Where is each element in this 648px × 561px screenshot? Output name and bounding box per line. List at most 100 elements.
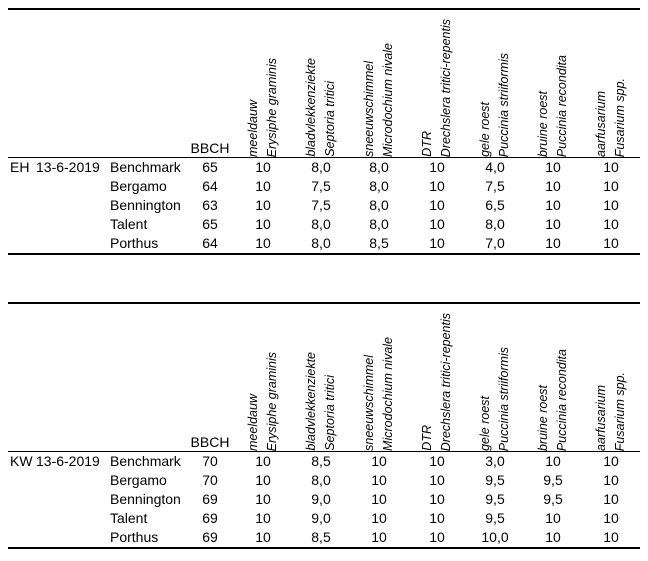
group-cell: KW	[10, 453, 33, 469]
table-row: Bergamo 70 10 8,0 10 10 9,5 9,5 10	[8, 471, 640, 490]
disease-name-latin: Erysiphe graminis	[265, 351, 279, 451]
disease-name-latin: Puccinia recondita	[555, 348, 569, 451]
bbch-value-cell: 69	[202, 510, 218, 526]
value-cell: 8,0	[369, 197, 389, 213]
variety-cell: Talent	[110, 510, 148, 526]
value-cell: 9,5	[543, 491, 563, 507]
bbch-value-cell: 64	[202, 235, 218, 251]
value-cell: 10	[603, 491, 619, 507]
value-cell: 8,0	[369, 216, 389, 232]
value-cell: 8,0	[485, 216, 505, 232]
value-cell: 10	[545, 197, 561, 213]
value-cell: 8,0	[369, 178, 389, 194]
value-cell: 10	[603, 529, 619, 545]
value-cell: 10	[371, 529, 387, 545]
value-cell: 10	[255, 472, 271, 488]
value-cell: 10	[603, 178, 619, 194]
table-row: Porthus 69 10 8,5 10 10 10,0 10 10	[8, 528, 640, 547]
value-cell: 10	[255, 491, 271, 507]
disease-column-header: bladvlekkenziekte Septoria tritici	[292, 352, 350, 451]
bbch-column-header: BBCH	[190, 140, 230, 156]
value-cell: 10	[545, 510, 561, 526]
disease-name-dutch: aarfusarium	[594, 91, 608, 157]
value-cell: 9,5	[485, 510, 505, 526]
disease-column-header: DTR Drechslera tritici-repentis	[408, 313, 466, 451]
disease-column-header: gele roest Puccinia striiformis	[466, 347, 524, 451]
disease-name-latin: Erysiphe graminis	[265, 57, 279, 157]
bbch-value-cell: 65	[202, 159, 218, 175]
disease-name-latin: Puccinia striiformis	[497, 346, 511, 451]
disease-name-latin: Septoria tritici	[323, 81, 337, 157]
date-cell: 13-6-2019	[36, 159, 100, 175]
value-cell: 8,0	[311, 159, 331, 175]
table-row: Porthus 64 10 8,0 8,5 10 7,0 10 10	[8, 234, 640, 253]
table-row: EH 13-6-2019 Benchmark 65 10 8,0 8,0 10 …	[8, 158, 640, 177]
variety-cell: Bennington	[110, 491, 181, 507]
disease-column-header: bladvlekkenziekte Septoria tritici	[292, 58, 350, 157]
value-cell: 9,5	[485, 472, 505, 488]
value-cell: 10	[371, 453, 387, 469]
disease-name-dutch: DTR	[420, 425, 434, 451]
value-cell: 8,5	[369, 235, 389, 251]
value-cell: 10	[255, 216, 271, 232]
value-cell: 9,5	[485, 491, 505, 507]
value-cell: 10,0	[481, 529, 509, 545]
trial-table-kw: BBCH meeldauw Erysiphe graminis bladvlek…	[8, 302, 640, 549]
disease-name-dutch: bruine roest	[536, 90, 550, 157]
variety-cell: Bergamo	[110, 472, 167, 488]
table-header-row: BBCH meeldauw Erysiphe graminis bladvlek…	[8, 10, 640, 158]
disease-name-latin: Puccinia striiformis	[497, 52, 511, 157]
disease-column-header: aarfusarium Fusarium spp.	[582, 372, 640, 451]
value-cell: 10	[429, 178, 445, 194]
bbch-column-header: BBCH	[190, 434, 230, 450]
disease-name-latin: Drechslera tritici-repentis	[439, 18, 453, 157]
disease-name-dutch: DTR	[420, 131, 434, 157]
disease-name-dutch: aarfusarium	[594, 385, 608, 451]
table-row: Bennington 69 10 9,0 10 10 9,5 9,5 10	[8, 490, 640, 509]
bbch-value-cell: 70	[202, 453, 218, 469]
value-cell: 10	[255, 235, 271, 251]
value-cell: 9,0	[311, 491, 331, 507]
value-cell: 10	[603, 510, 619, 526]
disease-column-header: bruine roest Puccinia recondita	[524, 349, 582, 451]
value-cell: 3,0	[485, 453, 505, 469]
value-cell: 7,0	[485, 235, 505, 251]
disease-column-header: gele roest Puccinia striiformis	[466, 53, 524, 157]
table-row: Talent 69 10 9,0 10 10 9,5 10 10	[8, 509, 640, 528]
value-cell: 10	[429, 159, 445, 175]
value-cell: 9,5	[543, 472, 563, 488]
bbch-value-cell: 70	[202, 472, 218, 488]
bbch-value-cell: 69	[202, 491, 218, 507]
value-cell: 10	[255, 453, 271, 469]
disease-column-header: DTR Drechslera tritici-repentis	[408, 19, 466, 157]
value-cell: 10	[603, 197, 619, 213]
disease-name-latin: Fusarium spp.	[613, 77, 627, 157]
value-cell: 10	[545, 178, 561, 194]
sheet: BBCH meeldauw Erysiphe graminis bladvlek…	[8, 8, 640, 549]
value-cell: 10	[603, 472, 619, 488]
value-cell: 7,5	[485, 178, 505, 194]
disease-name-latin: Drechslera tritici-repentis	[439, 312, 453, 451]
value-cell: 10	[255, 197, 271, 213]
disease-column-header: sneeuwschimmel Microdochium nivale	[350, 337, 408, 451]
value-cell: 10	[429, 529, 445, 545]
value-cell: 10	[603, 453, 619, 469]
value-cell: 10	[429, 510, 445, 526]
value-cell: 8,0	[369, 159, 389, 175]
disease-name-latin: Microdochium nivale	[381, 43, 395, 157]
variety-cell: Bergamo	[110, 178, 167, 194]
value-cell: 8,0	[311, 235, 331, 251]
disease-name-dutch: bladvlekkenziekte	[304, 352, 318, 451]
variety-cell: Talent	[110, 216, 148, 232]
value-cell: 10	[545, 216, 561, 232]
value-cell: 4,0	[485, 159, 505, 175]
disease-column-header: sneeuwschimmel Microdochium nivale	[350, 43, 408, 157]
table-header-row: BBCH meeldauw Erysiphe graminis bladvlek…	[8, 304, 640, 452]
variety-cell: Benchmark	[110, 159, 181, 175]
disease-name-dutch: sneeuwschimmel	[362, 61, 376, 157]
table-row: KW 13-6-2019 Benchmark 70 10 8,5 10 10 3…	[8, 452, 640, 471]
value-cell: 8,5	[311, 529, 331, 545]
group-cell: EH	[10, 159, 30, 175]
value-cell: 10	[429, 491, 445, 507]
